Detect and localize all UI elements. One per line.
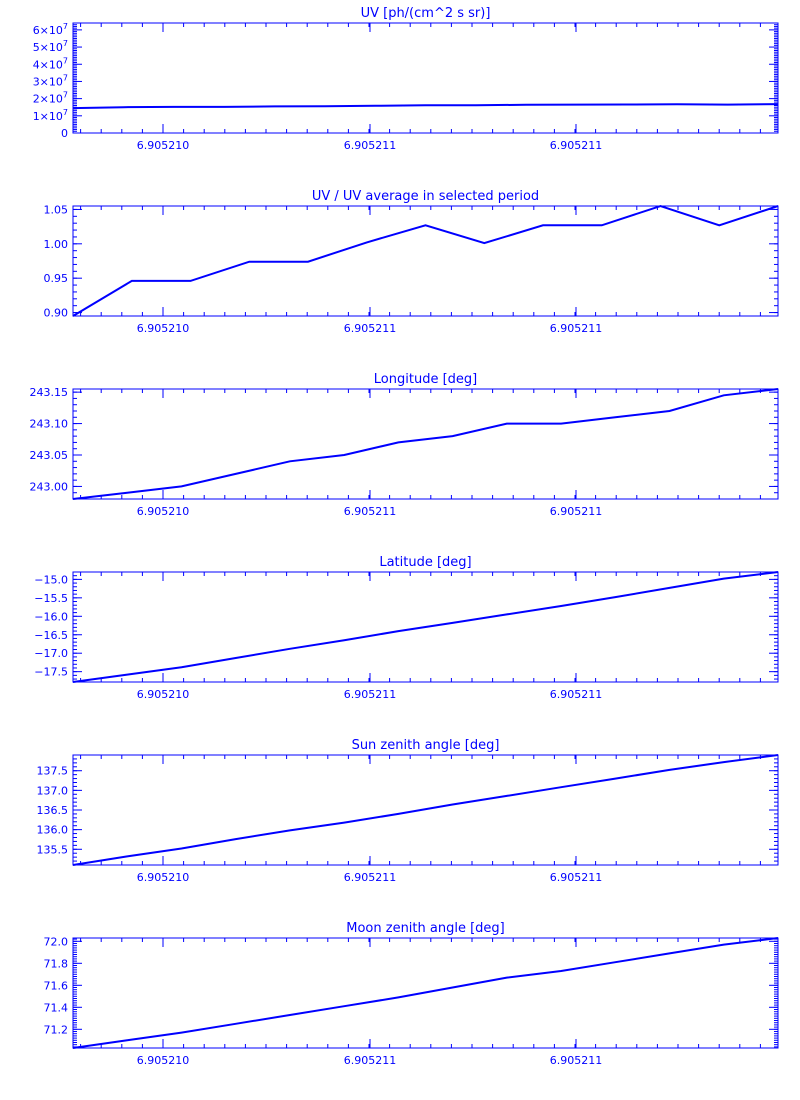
y-tick-label: 243.00	[30, 480, 69, 493]
x-tick-label: 6.905210	[137, 688, 190, 701]
y-tick-label: 6×107	[33, 22, 68, 37]
y-tick-label: −17.0	[34, 647, 68, 660]
y-tick-label: 4×107	[33, 56, 68, 71]
y-tick-label: 137.5	[37, 765, 69, 778]
y-tick-label: 0	[61, 127, 68, 140]
plot-frame	[72, 388, 779, 500]
y-tick-label: 2×107	[33, 91, 68, 106]
y-tick-label: 243.05	[30, 449, 69, 462]
x-tick-label: 6.905211	[550, 505, 603, 518]
x-tick-label: 6.905210	[137, 1054, 190, 1067]
y-tick-label: 71.6	[44, 979, 69, 992]
x-tick-label: 6.905211	[344, 688, 397, 701]
x-tick-label: 6.905210	[137, 139, 190, 152]
y-tick-label: 0.90	[44, 307, 69, 320]
x-tick-label: 6.905211	[344, 139, 397, 152]
panel-title: UV / UV average in selected period	[312, 189, 539, 204]
panel-2: UV / UV average in selected period 0.90 0.…	[44, 189, 779, 335]
panel-3: Longitude [deg] 243.00 243.05 243.10 243.15 6…	[30, 372, 779, 518]
panel-title: UV [ph/(cm^2 s sr)]	[361, 6, 491, 21]
series-line	[72, 204, 779, 317]
panel-title: Sun zenith angle [deg]	[352, 738, 500, 753]
x-tick-label: 6.905211	[550, 871, 603, 884]
y-tick-label: 135.5	[37, 843, 69, 856]
y-tick-label: 1.05	[44, 203, 69, 216]
x-tick-label: 6.905211	[344, 871, 397, 884]
y-tick-label: 137.0	[37, 784, 69, 797]
x-tick-label: 6.905211	[550, 139, 603, 152]
series-line	[72, 937, 779, 1049]
x-tick-label: 6.905211	[344, 505, 397, 518]
plot-frame	[72, 205, 779, 317]
plot-frame	[72, 937, 779, 1049]
y-tick-label: −16.0	[34, 610, 68, 623]
plot-frame	[72, 22, 779, 134]
x-tick-label: 6.905211	[344, 1054, 397, 1067]
y-tick-label: −15.5	[34, 592, 68, 605]
x-tick-label: 6.905210	[137, 871, 190, 884]
panel-title: Moon zenith angle [deg]	[346, 921, 504, 936]
x-tick-label: 6.905211	[550, 322, 603, 335]
series-line	[72, 388, 779, 500]
y-tick-label: 71.2	[44, 1023, 69, 1036]
y-tick-label: 243.10	[30, 418, 69, 431]
panel-6: Moon zenith angle [deg] 71.2 71.4 71.6 71.8 7…	[44, 921, 779, 1067]
series-line	[72, 571, 779, 683]
x-tick-label: 6.905211	[550, 1054, 603, 1067]
y-tick-label: 0.95	[44, 272, 69, 285]
y-tick-label: 136.0	[37, 824, 69, 837]
y-tick-label: 71.8	[44, 957, 69, 970]
panel-5: Sun zenith angle [deg] 135.5 136.0 136.5 137…	[37, 738, 779, 884]
y-tick-label: 72.0	[44, 935, 69, 948]
x-tick-label: 6.905211	[550, 688, 603, 701]
y-tick-label: −15.0	[34, 573, 68, 586]
x-tick-label: 6.905211	[344, 322, 397, 335]
x-tick-label: 6.905210	[137, 322, 190, 335]
y-tick-label: 1×107	[33, 108, 68, 123]
panel-1: UV [ph/(cm^2 s sr)] 0 1×107 2×107 3×107 4×107…	[33, 6, 779, 152]
y-tick-label: −17.5	[34, 666, 68, 679]
panel-4: Latitude [deg] −17.5 −17.0 −16.5 −16.0 −15.5 −…	[34, 555, 779, 701]
y-tick-label: 243.15	[30, 386, 69, 399]
y-tick-label: 5×107	[33, 39, 68, 54]
y-tick-label: 1.00	[44, 238, 69, 251]
y-tick-label: −16.5	[34, 629, 68, 642]
y-tick-label: 71.4	[44, 1001, 69, 1014]
series-line	[72, 754, 779, 866]
series-line	[72, 103, 779, 110]
y-tick-label: 136.5	[37, 804, 69, 817]
panel-title: Latitude [deg]	[379, 555, 471, 570]
panel-title: Longitude [deg]	[374, 372, 477, 387]
x-tick-label: 6.905210	[137, 505, 190, 518]
y-tick-label: 3×107	[33, 73, 68, 88]
